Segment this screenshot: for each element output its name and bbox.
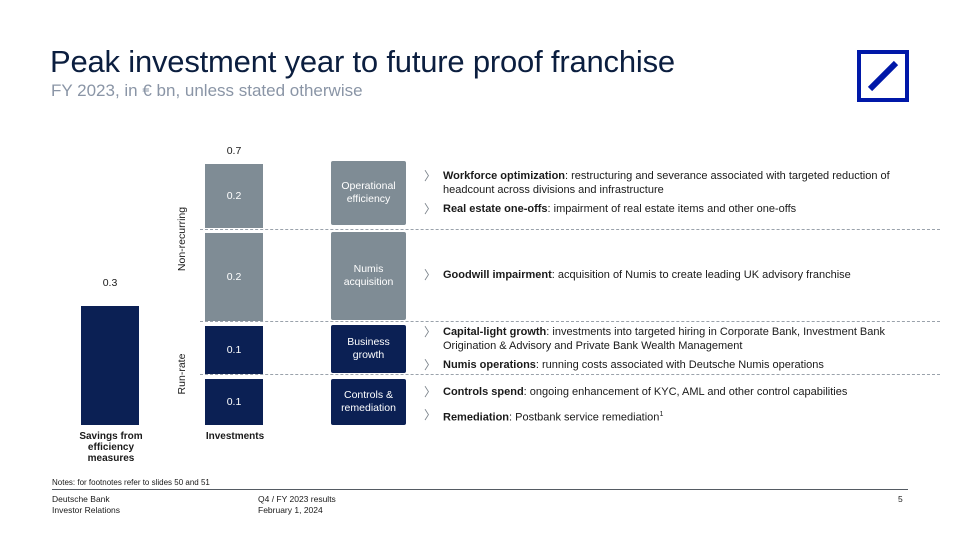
chevron-right-icon: 〉 [424, 358, 437, 372]
segment-numis-acquisition-bar: 0.2 [205, 233, 263, 321]
segment-value-label: 0.1 [226, 396, 242, 408]
logo-slash-icon [867, 60, 899, 92]
segment-value-label: 0.2 [226, 271, 242, 283]
category-label-investments: Investments [205, 431, 265, 442]
page-subtitle: FY 2023, in € bn, unless stated otherwis… [51, 81, 363, 100]
footer-company: Deutsche Bank Investor Relations [52, 494, 121, 515]
bullet-controls-spend: 〉 Controls spend: ongoing enhancement of… [424, 385, 848, 399]
bullet-remediation: 〉 Remediation: Postbank service remediat… [424, 408, 664, 424]
page-number: 5 [898, 494, 903, 504]
divider-dashed [200, 229, 940, 230]
savings-bar [81, 306, 139, 425]
box-business-growth: Business growth [331, 325, 406, 373]
bullet-goodwill-impairment: 〉 Goodwill impairment: acquisition of Nu… [424, 268, 851, 282]
investments-total-label: 0.7 [226, 145, 242, 157]
bullet-workforce-optimization: 〉 Workforce optimization: restructuring … [424, 169, 890, 196]
chevron-right-icon: 〉 [424, 408, 437, 422]
box-operational-efficiency: Operational efficiency [331, 161, 406, 225]
divider-group [200, 321, 940, 322]
chevron-right-icon: 〉 [424, 385, 437, 399]
footnote-text: Notes: for footnotes refer to slides 50 … [52, 478, 210, 487]
chevron-right-icon: 〉 [424, 202, 437, 216]
box-controls-remediation: Controls & remediation [331, 379, 406, 425]
chevron-right-icon: 〉 [424, 268, 437, 282]
page-title: Peak investment year to future proof fra… [50, 44, 675, 79]
deutsche-bank-logo [857, 50, 909, 102]
chevron-right-icon: 〉 [424, 325, 437, 339]
category-label-savings: Savings from efficiency measures [79, 431, 143, 464]
divider-dashed [200, 374, 940, 375]
bullet-capital-light-growth: 〉 Capital-light growth: investments into… [424, 325, 885, 352]
footer-divider [52, 489, 908, 490]
group-label-non-recurring: Non-recurring [176, 206, 188, 272]
segment-operational-efficiency-bar: 0.2 [205, 164, 263, 228]
footer-report: Q4 / FY 2023 results February 1, 2024 [258, 494, 336, 515]
segment-business-growth-bar: 0.1 [205, 326, 263, 374]
savings-value-label: 0.3 [102, 277, 118, 289]
chevron-right-icon: 〉 [424, 169, 437, 183]
segment-value-label: 0.1 [226, 344, 242, 356]
bullet-numis-operations: 〉 Numis operations: running costs associ… [424, 358, 824, 372]
group-label-run-rate: Run-rate [176, 353, 188, 395]
segment-value-label: 0.2 [226, 190, 242, 202]
box-numis-acquisition: Numis acquisition [331, 232, 406, 320]
bullet-real-estate: 〉 Real estate one-offs: impairment of re… [424, 202, 797, 216]
segment-controls-remediation-bar: 0.1 [205, 379, 263, 425]
